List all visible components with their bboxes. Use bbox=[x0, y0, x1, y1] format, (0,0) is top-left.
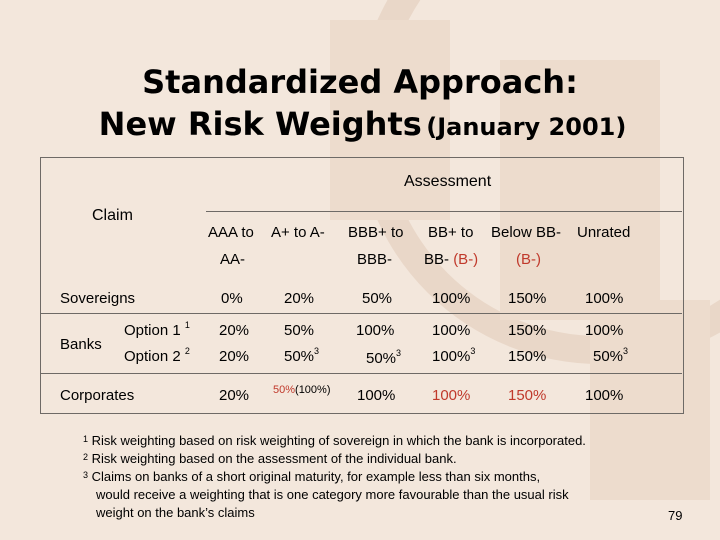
cell-option2-below-bb: 150% bbox=[508, 348, 547, 365]
footnote-3-line3: weight on the bank’s claims bbox=[96, 505, 255, 520]
col-header-unrated: Unrated bbox=[577, 224, 631, 241]
risk-weight-table bbox=[40, 157, 684, 414]
col-header-below-bb-line2: (B-) bbox=[516, 251, 541, 268]
cell-option2-bb: 100%3 bbox=[432, 346, 476, 365]
footnote-2: 2 Risk weighting based on the assessment… bbox=[83, 451, 457, 466]
col-header-bb-line2: BB- (B-) bbox=[424, 251, 479, 268]
col-header-bb: BB+ to bbox=[428, 224, 474, 241]
row-label-sovereigns: Sovereigns bbox=[60, 290, 136, 307]
cell-option1-below-bb: 150% bbox=[508, 322, 547, 339]
cell-corporates-below-bb: 150% bbox=[508, 387, 547, 404]
col-header-bbb: BBB+ to bbox=[348, 224, 404, 241]
cell-option2-aaa: 20% bbox=[219, 348, 250, 365]
cell-corporates-aaa: 20% bbox=[219, 387, 250, 404]
header-divider bbox=[206, 211, 682, 212]
title-main: New Risk Weights bbox=[98, 105, 422, 143]
cell-corporates-a: 50%(100%) bbox=[273, 384, 331, 396]
cell-sovereigns-a: 20% bbox=[284, 290, 315, 307]
assessment-header: Assessment bbox=[404, 173, 492, 190]
cell-sovereigns-unrated: 100% bbox=[585, 290, 624, 307]
cell-sovereigns-bbb: 50% bbox=[362, 290, 393, 307]
row-label-option1: Option 1 1 bbox=[124, 320, 190, 339]
cell-option1-unrated: 100% bbox=[585, 322, 624, 339]
col-header-below-bb: Below BB- bbox=[491, 224, 562, 241]
col-header-bbb-line2: BBB- bbox=[357, 251, 393, 268]
row-label-banks: Banks bbox=[60, 336, 102, 353]
cell-corporates-bbb: 100% bbox=[357, 387, 396, 404]
col-header-a: A+ to A- bbox=[271, 224, 325, 241]
row-label-corporates: Corporates bbox=[60, 387, 135, 404]
cell-corporates-unrated: 100% bbox=[585, 387, 624, 404]
title-line2: New Risk Weights (January 2001) bbox=[0, 102, 720, 153]
footnotes: 1 Risk weighting based on risk weighting… bbox=[83, 432, 693, 522]
cell-option1-a: 50% bbox=[284, 322, 315, 339]
cell-sovereigns-below-bb: 150% bbox=[508, 290, 547, 307]
cell-option2-a: 50%3 bbox=[284, 346, 320, 365]
cell-option1-aaa: 20% bbox=[219, 322, 250, 339]
row-label-option2: Option 2 2 bbox=[124, 346, 190, 365]
cell-sovereigns-aaa: 0% bbox=[221, 290, 243, 307]
footnote-1: 1 Risk weighting based on risk weighting… bbox=[83, 433, 586, 448]
col-header-aaa: AAA to bbox=[208, 224, 254, 241]
cell-option2-bbb: 50%3 bbox=[366, 348, 402, 367]
cell-option1-bbb: 100% bbox=[356, 322, 395, 339]
page-title: Standardized Approach: New Risk Weights … bbox=[0, 62, 720, 153]
footnote-3-line2: would receive a weighting that is one ca… bbox=[96, 487, 569, 502]
sovereign-divider bbox=[40, 313, 682, 314]
col-header-aaa-line2: AA- bbox=[220, 251, 246, 268]
footnote-3: 3 Claims on banks of a short original ma… bbox=[83, 469, 541, 484]
title-line1: Standardized Approach: bbox=[142, 63, 578, 101]
cell-option1-bb: 100% bbox=[432, 322, 471, 339]
cell-corporates-bb: 100% bbox=[432, 387, 471, 404]
banks-divider bbox=[40, 373, 682, 374]
page-number: 79 bbox=[668, 508, 683, 523]
cell-option2-unrated: 50%3 bbox=[593, 346, 629, 365]
cell-sovereigns-bb: 100% bbox=[432, 290, 471, 307]
claim-header: Claim bbox=[92, 207, 133, 224]
title-date: (January 2001) bbox=[426, 113, 627, 141]
